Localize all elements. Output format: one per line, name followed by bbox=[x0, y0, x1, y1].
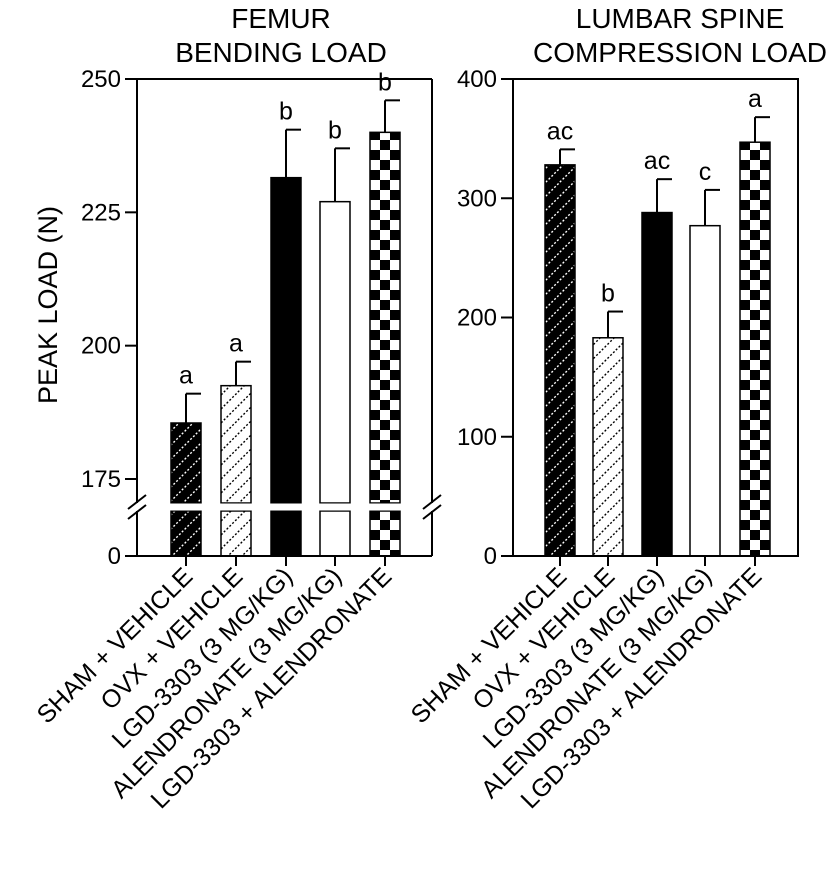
lumbar-sig-letter-0: ac bbox=[547, 117, 573, 145]
femur-bar-1 bbox=[220, 384, 252, 504]
lumbar-y-tick-label-0: 0 bbox=[484, 543, 497, 570]
femur-break-mark-right-2 bbox=[422, 504, 442, 520]
femur-bar-base-4 bbox=[369, 510, 401, 557]
lumbar-bar-2 bbox=[641, 211, 673, 557]
femur-bar-base-1 bbox=[220, 510, 252, 557]
femur-break-mark-left-2 bbox=[127, 504, 147, 520]
lumbar-bar-4 bbox=[739, 141, 771, 557]
lumbar-sig-letter-4: a bbox=[748, 85, 762, 113]
lumbar-sig-letter-1: b bbox=[601, 280, 615, 308]
femur-bar-4 bbox=[369, 131, 401, 504]
femur-sig-letter-2: b bbox=[279, 98, 293, 126]
lumbar-y-tick-label-200: 200 bbox=[457, 305, 497, 332]
lumbar-title-line1: LUMBAR SPINE bbox=[576, 3, 785, 34]
femur-break-mark-right-1 bbox=[422, 494, 442, 510]
femur-y-axis-label: PEAK LOAD (N) bbox=[33, 206, 63, 404]
lumbar-y-tick-label-100: 100 bbox=[457, 424, 497, 451]
lumbar-panel: LUMBAR SPINE COMPRESSION LOAD ac b ac c a 0 1… bbox=[406, 3, 827, 814]
femur-sig-letter-1: a bbox=[229, 330, 243, 358]
lumbar-y-tick-label-300: 300 bbox=[457, 185, 497, 212]
lumbar-sig-letter-2: ac bbox=[644, 147, 670, 175]
femur-sig-letter-3: b bbox=[328, 116, 342, 144]
femur-bar-base-2 bbox=[270, 510, 302, 557]
lumbar-bar-0 bbox=[544, 164, 576, 557]
femur-title-line1: FEMUR bbox=[231, 3, 331, 34]
femur-break-gap bbox=[135, 503, 434, 511]
femur-y-tick-label-225: 225 bbox=[81, 199, 121, 226]
femur-bar-base-3 bbox=[319, 510, 351, 557]
lumbar-title-line2: COMPRESSION LOAD bbox=[533, 37, 827, 68]
lumbar-bar-3 bbox=[689, 224, 721, 557]
lumbar-sig-letter-3: c bbox=[699, 158, 712, 186]
femur-break-mark-left-1 bbox=[127, 494, 147, 510]
femur-panel: FEMUR BENDING LOAD PEAK LOAD (N) a a b b b 0… bbox=[32, 3, 442, 814]
femur-y-tick-label-200: 200 bbox=[81, 333, 121, 360]
lumbar-bar-1 bbox=[592, 337, 624, 557]
femur-sig-letter-4: b bbox=[378, 68, 392, 96]
lumbar-y-tick-label-400: 400 bbox=[457, 66, 497, 93]
femur-y-tick-label-175: 175 bbox=[81, 466, 121, 493]
femur-y-tick-label-0: 0 bbox=[108, 543, 121, 570]
femur-bar-0 bbox=[170, 422, 202, 504]
femur-y-tick-label-250: 250 bbox=[81, 66, 121, 93]
femur-bar-base-0 bbox=[170, 510, 202, 557]
femur-title-line2: BENDING LOAD bbox=[175, 37, 387, 68]
femur-bar-2 bbox=[270, 176, 302, 504]
femur-sig-letter-0: a bbox=[179, 362, 193, 390]
femur-bar-3 bbox=[319, 200, 351, 504]
